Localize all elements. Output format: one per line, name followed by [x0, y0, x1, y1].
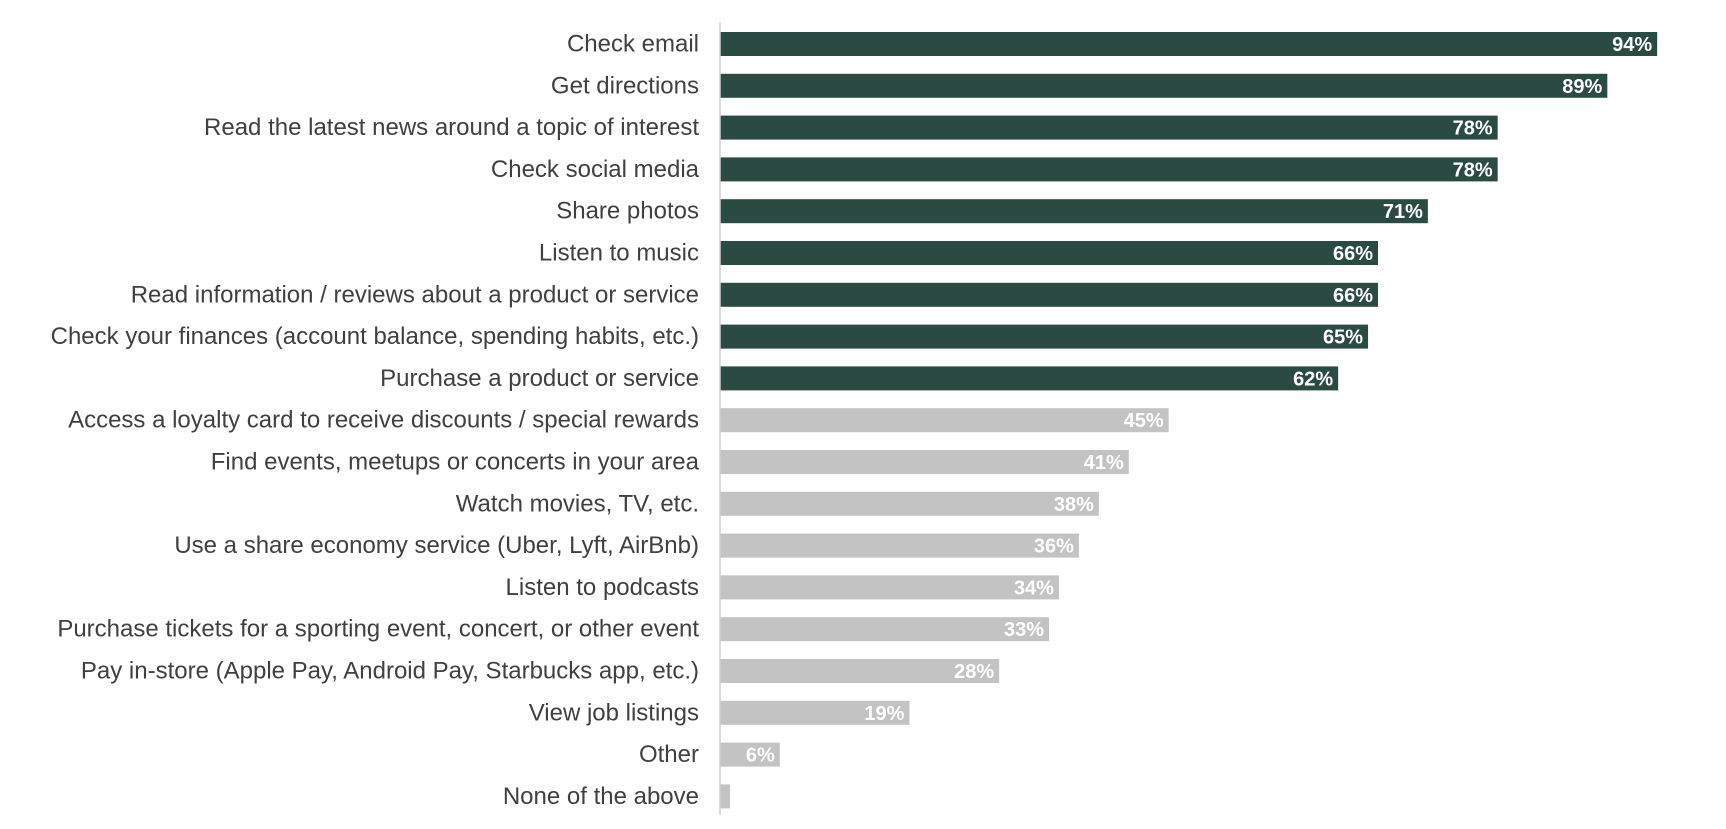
category-label: Use a share economy service (Uber, Lyft,…: [174, 532, 699, 559]
category-label: Get directions: [551, 72, 699, 99]
category-label: Purchase tickets for a sporting event, c…: [57, 616, 699, 643]
bar: [720, 450, 1129, 474]
data-label: 45%: [1124, 410, 1164, 432]
data-labels: 94% 89% 78% 78% 71% 66% 66% 65% 62% 45%41% 38% 36% 3…: [746, 34, 1652, 767]
data-label: 66%: [1333, 285, 1373, 307]
data-label: 38%: [1054, 494, 1094, 516]
category-label: Purchase a product or service: [380, 365, 699, 392]
bar: [720, 617, 1050, 642]
category-label: Check your finances (account balance, sp…: [51, 323, 699, 350]
bars-layer: [720, 32, 1658, 809]
bar: [720, 115, 1498, 140]
bar: [720, 700, 910, 725]
data-label: 62%: [1293, 368, 1333, 390]
bar: [720, 282, 1379, 307]
category-label: Check social media: [491, 156, 700, 183]
data-label: 34%: [1014, 577, 1054, 599]
bar: [720, 366, 1339, 391]
category-label: Check email: [567, 31, 699, 58]
data-label: 28%: [954, 661, 994, 683]
bar: [720, 408, 1169, 433]
bar: [720, 784, 730, 809]
data-label: 71%: [1383, 201, 1423, 223]
category-label: Access a loyalty card to receive discoun…: [68, 407, 699, 434]
bar: [720, 533, 1079, 558]
category-label: Share photos: [556, 198, 699, 225]
category-label: View job listings: [529, 699, 699, 726]
bar: [720, 659, 1000, 683]
bar: [720, 32, 1658, 56]
bar: [720, 575, 1059, 600]
bar: [720, 73, 1608, 98]
data-label: 6%: [746, 745, 775, 767]
data-label: 78%: [1453, 118, 1493, 140]
data-label: 65%: [1323, 327, 1363, 349]
category-label: Read information / reviews about a produ…: [131, 281, 699, 308]
category-label: Pay in-store (Apple Pay, Android Pay, St…: [81, 658, 699, 685]
data-label: 94%: [1612, 34, 1652, 56]
category-label: Read the latest news around a topic of i…: [204, 114, 699, 141]
bar: [720, 324, 1369, 349]
category-label: Listen to music: [539, 240, 699, 267]
category-label: Other: [639, 741, 699, 768]
category-label: None of the above: [503, 783, 699, 810]
data-label: 66%: [1333, 243, 1373, 265]
data-label: 89%: [1562, 76, 1602, 98]
category-labels: Check email Get directions Read the latest…: [51, 31, 700, 810]
data-label: 78%: [1453, 159, 1493, 181]
bar: [720, 742, 780, 767]
bar: [720, 157, 1498, 182]
data-label: 36%: [1034, 536, 1074, 558]
bar: [720, 241, 1379, 265]
category-label: Find events, meetups or concerts in your…: [211, 449, 700, 476]
category-label: Listen to podcasts: [506, 574, 699, 601]
bar: [720, 491, 1099, 516]
data-label: 33%: [1004, 619, 1044, 641]
bar: [720, 199, 1428, 224]
data-label: 41%: [1084, 452, 1124, 474]
data-label: 19%: [864, 703, 904, 725]
category-label: Watch movies, TV, etc.: [456, 490, 699, 517]
